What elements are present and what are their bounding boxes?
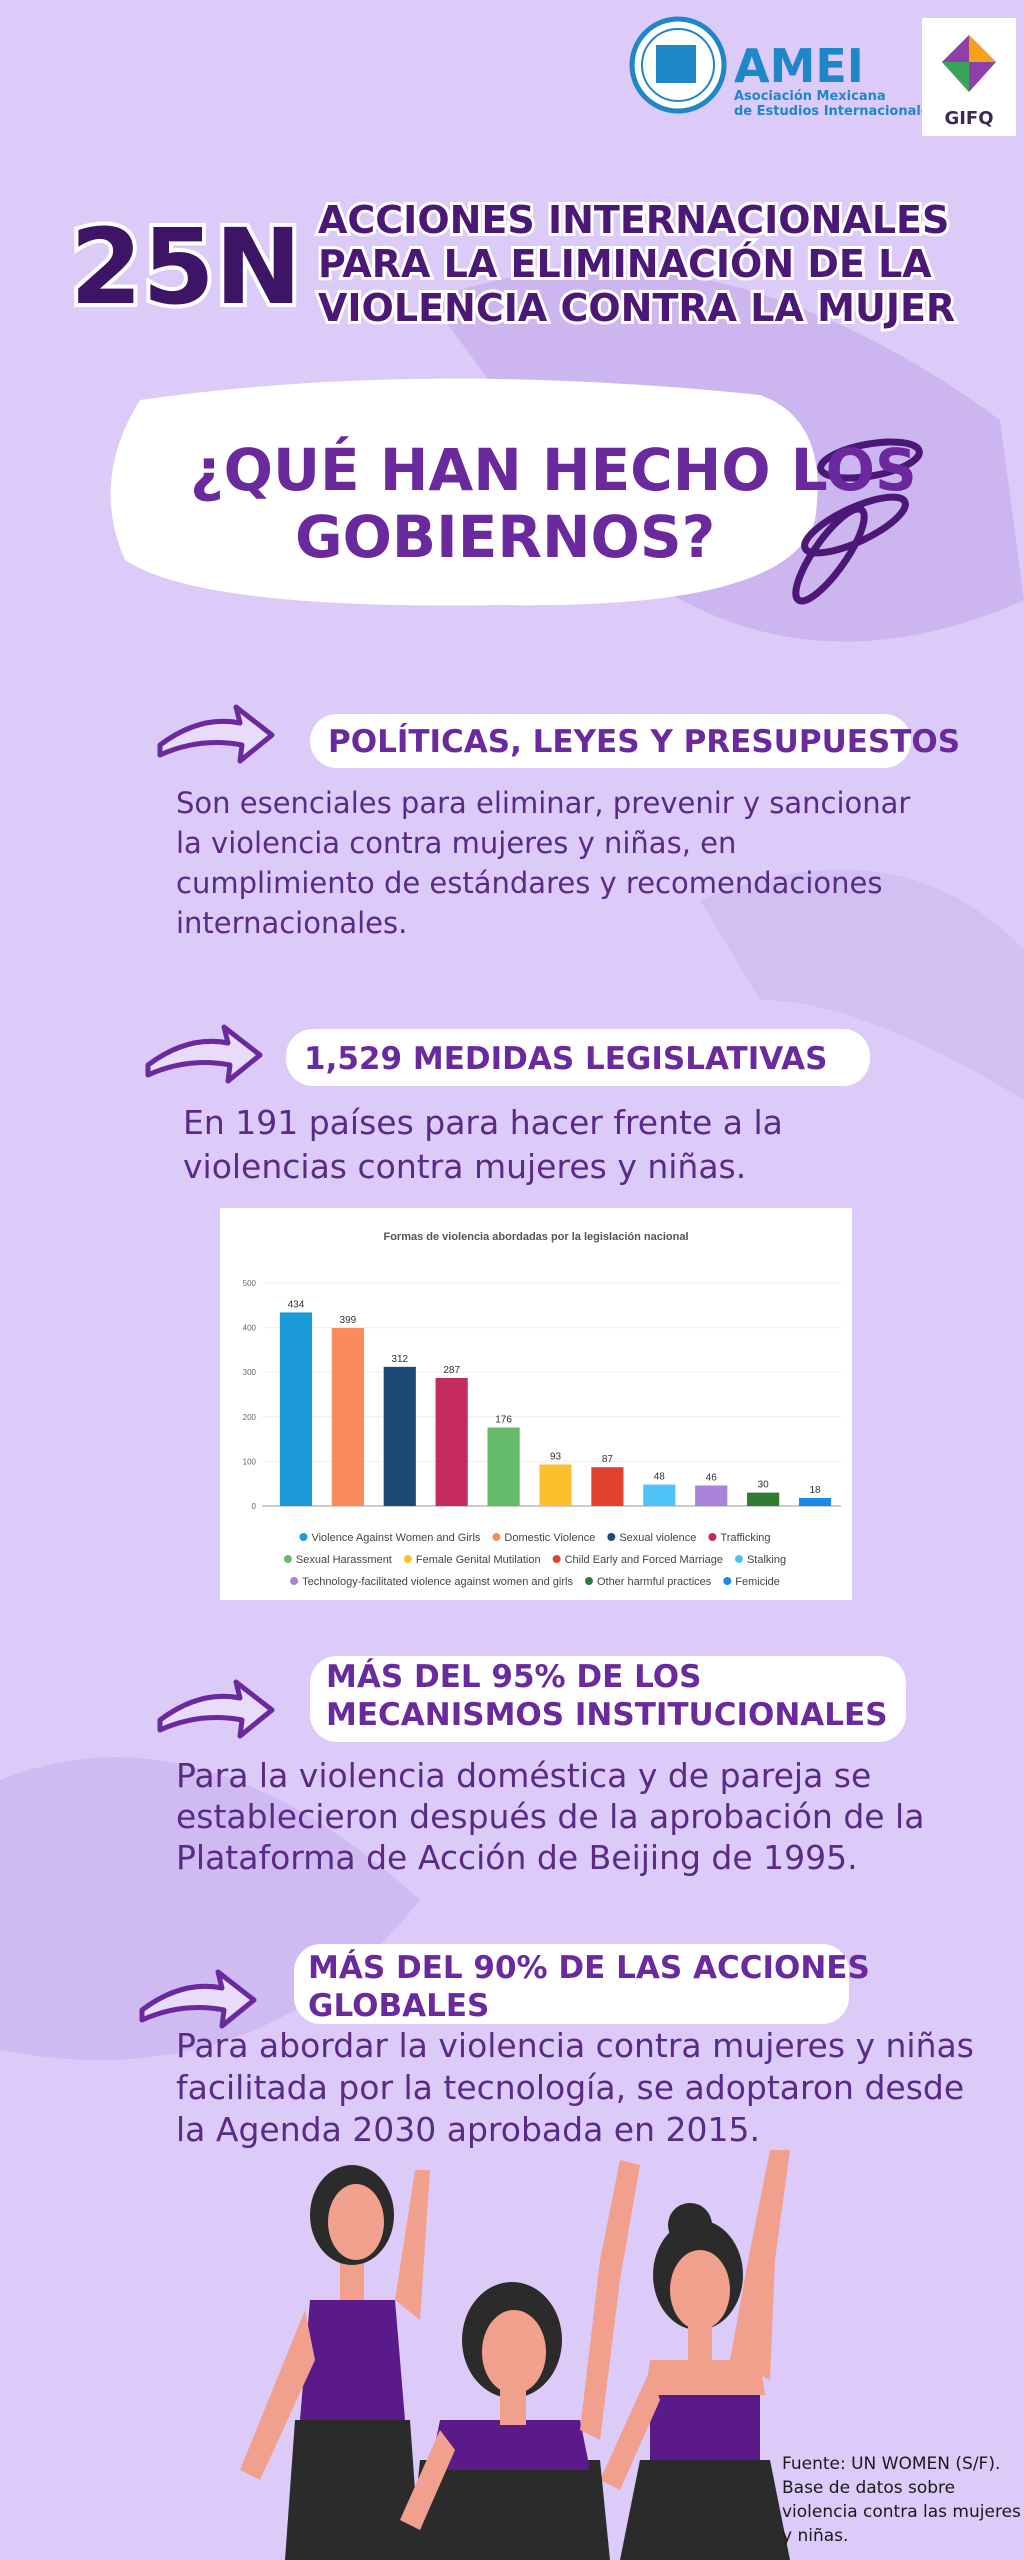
- data-label: 312: [391, 1354, 408, 1365]
- bar: [591, 1467, 624, 1506]
- legend-swatch: [607, 1533, 616, 1541]
- section-heading: MÁS DEL 90% DE LAS ACCIONES: [308, 1950, 870, 1986]
- partner-logo: GIFQ: [944, 108, 993, 129]
- bg-shape: [700, 869, 1024, 1100]
- title-line: VIOLENCIA CONTRA LA MUJER: [318, 286, 955, 330]
- data-label: 18: [809, 1485, 821, 1496]
- legend-label: Trafficking: [720, 1532, 770, 1544]
- section-heading: GLOBALES: [308, 1988, 489, 2024]
- legend-swatch: [283, 1555, 292, 1563]
- legend-label: Other harmful practices: [597, 1576, 712, 1588]
- section-body: cumplimiento de estándares y recomendaci…: [176, 866, 882, 900]
- title-line: PARA LA ELIMINACIÓN DE LA: [318, 242, 932, 286]
- data-label: 46: [706, 1472, 718, 1483]
- source-line: Base de datos sobre: [782, 2478, 955, 2498]
- section-body: Son esenciales para eliminar, prevenir y…: [176, 786, 910, 820]
- women-illustration: [240, 2150, 790, 2560]
- legend-swatch: [734, 1555, 743, 1563]
- heading-pill: [310, 1656, 906, 1742]
- section-body: la Agenda 2030 aprobada en 2015.: [176, 2110, 760, 2149]
- data-label: 287: [443, 1365, 460, 1376]
- legend-swatch: [723, 1577, 732, 1585]
- section-body: En 191 países para hacer frente a la: [183, 1103, 783, 1142]
- legend-swatch: [584, 1577, 593, 1585]
- data-label: 48: [654, 1472, 666, 1483]
- legend-label: Domestic Violence: [504, 1532, 595, 1544]
- gifq-logo: GIFQ: [922, 18, 1016, 136]
- amei-logo: AMEI Asociación Mexicana de Estudios Int…: [629, 16, 938, 119]
- data-label: 176: [495, 1415, 512, 1426]
- badge: 25N: [70, 206, 302, 328]
- heading-pill: [294, 1944, 849, 2024]
- section-heading: 1,529 MEDIDAS LEGISLATIVAS: [304, 1041, 827, 1077]
- bar-chart: Formas de violencia abordadas por la leg…: [220, 1208, 852, 1600]
- data-label: 87: [602, 1454, 614, 1465]
- question-line: GOBIERNOS?: [295, 503, 715, 571]
- arrow-icon: [157, 704, 275, 764]
- section-heading: POLÍTICAS, LEYES Y PRESUPUESTOS: [328, 724, 960, 760]
- legend-label: Violence Against Women and Girls: [311, 1532, 480, 1544]
- section-body: violencias contra mujeres y niñas.: [183, 1147, 746, 1186]
- data-label: 434: [288, 1299, 305, 1310]
- y-tick-label: 100: [243, 1457, 257, 1466]
- source-line: y niñas.: [782, 2526, 848, 2546]
- section-body: internacionales.: [176, 906, 407, 940]
- legend-swatch: [403, 1555, 412, 1563]
- source-line: Fuente: UN WOMEN (S/F).: [782, 2454, 1000, 2474]
- legend-swatch: [552, 1555, 561, 1563]
- bar: [747, 1492, 780, 1506]
- logo-subtitle: de Estudios Internacionales: [734, 104, 938, 119]
- section-body: la violencia contra mujeres y niñas, en: [176, 826, 736, 860]
- data-label: 30: [758, 1480, 770, 1491]
- arrow-icon: [145, 1024, 263, 1084]
- legend-swatch: [708, 1533, 717, 1541]
- legend-label: Sexual violence: [619, 1532, 696, 1544]
- section-body: Para abordar la violencia contra mujeres…: [176, 2026, 974, 2065]
- section-heading: MECANISMOS INSTITUCIONALES: [326, 1697, 888, 1733]
- logo-subtitle: Asociación Mexicana: [734, 89, 886, 104]
- bar: [383, 1366, 416, 1506]
- legend-label: Technology-facilitated violence against …: [302, 1576, 573, 1588]
- bar: [695, 1485, 728, 1506]
- heading-pill: [286, 1029, 870, 1086]
- data-label: 93: [550, 1452, 562, 1463]
- legend-swatch: [492, 1533, 501, 1541]
- bar: [643, 1484, 676, 1506]
- bar: [487, 1427, 520, 1506]
- title-line: ACCIONES INTERNACIONALES: [318, 198, 949, 242]
- legend-swatch: [290, 1577, 299, 1585]
- legend-label: Female Genital Mutilation: [416, 1554, 541, 1566]
- section-body: facilitada por la tecnología, se adoptar…: [176, 2068, 964, 2107]
- question-line: ¿QUÉ HAN HECHO LOS: [190, 435, 917, 504]
- y-tick-label: 200: [243, 1413, 257, 1422]
- bar: [331, 1328, 364, 1506]
- section-body: Plataforma de Acción de Beijing de 1995.: [176, 1838, 858, 1877]
- legend-label: Femicide: [735, 1576, 780, 1588]
- arrow-icon: [157, 1679, 275, 1739]
- bar: [798, 1497, 832, 1506]
- section-heading: MÁS DEL 95% DE LOS: [326, 1659, 701, 1695]
- speech-bubble: [110, 378, 818, 606]
- logo-name: AMEI: [734, 39, 864, 93]
- legend-label: Stalking: [747, 1554, 786, 1566]
- bar: [279, 1312, 313, 1506]
- source-line: violencia contra las mujeres: [782, 2502, 1021, 2522]
- chart-title: Formas de violencia abordadas por la leg…: [383, 1231, 688, 1243]
- bar: [539, 1464, 572, 1506]
- bar: [435, 1377, 468, 1506]
- section-body: establecieron después de la aprobación d…: [176, 1797, 924, 1836]
- section-body: Para la violencia doméstica y de pareja …: [176, 1756, 871, 1795]
- accent-strokes: [792, 438, 923, 605]
- y-tick-label: 400: [243, 1324, 257, 1333]
- arrow-icon: [139, 1969, 257, 2029]
- y-tick-label: 300: [243, 1368, 257, 1377]
- legend-label: Sexual Harassment: [296, 1554, 392, 1566]
- heading-pill: [310, 714, 911, 768]
- legend-label: Child Early and Forced Marriage: [565, 1554, 723, 1566]
- data-label: 399: [340, 1315, 357, 1326]
- legend-swatch: [299, 1533, 308, 1541]
- y-tick-label: 500: [243, 1279, 257, 1288]
- y-tick-label: 0: [252, 1502, 257, 1511]
